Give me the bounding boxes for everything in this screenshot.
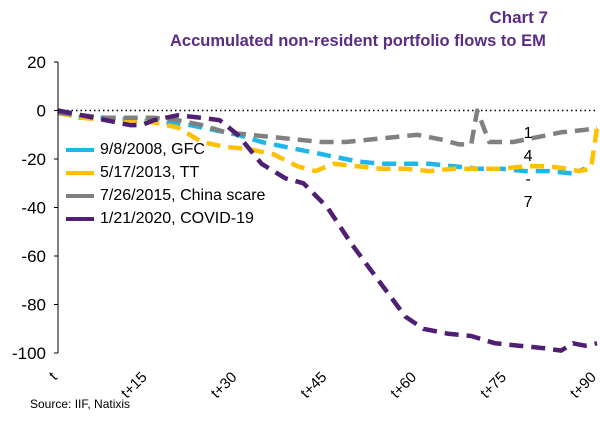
legend-label-china: 7/26/2015, China scare bbox=[100, 187, 266, 204]
chart-number: Chart 7 bbox=[489, 8, 548, 27]
y-tick-label: -80 bbox=[21, 296, 46, 315]
annotation-char: 4 bbox=[524, 148, 533, 165]
y-tick-label: -40 bbox=[21, 199, 46, 218]
annotation-char: 7 bbox=[524, 194, 533, 211]
source-note: Source: IIF, Natixis bbox=[30, 397, 131, 411]
x-tick-label: t+45 bbox=[297, 369, 330, 402]
x-tick-label: t+60 bbox=[387, 369, 420, 402]
legend-swatch-covid bbox=[66, 217, 94, 221]
y-tick-label: -20 bbox=[21, 150, 46, 169]
x-tick-label: t+75 bbox=[477, 369, 510, 402]
legend-swatch-tt bbox=[66, 171, 94, 175]
legend-item-covid: 1/21/2020, COVID-19 bbox=[66, 209, 266, 228]
legend: 9/8/2008, GFC 5/17/2013, TT 7/26/2015, C… bbox=[66, 140, 266, 232]
y-tick-label: 20 bbox=[27, 53, 46, 72]
series-line-covid bbox=[57, 108, 598, 353]
annotation-layer: 1 4 - 7 bbox=[524, 125, 533, 211]
legend-item-china: 7/26/2015, China scare bbox=[66, 186, 266, 205]
annotation-char: - bbox=[525, 171, 530, 188]
legend-item-gfc: 9/8/2008, GFC bbox=[66, 140, 266, 159]
y-tick-label: 0 bbox=[37, 102, 46, 121]
legend-label-covid: 1/21/2020, COVID-19 bbox=[100, 210, 254, 227]
legend-label-tt: 5/17/2013, TT bbox=[100, 164, 200, 181]
legend-item-tt: 5/17/2013, TT bbox=[66, 163, 266, 182]
chart-title: Accumulated non-resident portfolio flows… bbox=[170, 32, 546, 50]
legend-swatch-china bbox=[66, 194, 94, 198]
series-line-china bbox=[57, 108, 598, 147]
y-tick-label: -100 bbox=[12, 344, 46, 363]
series-layer bbox=[57, 108, 600, 353]
x-tick-label: t+90 bbox=[567, 369, 600, 402]
x-tick-label: t bbox=[46, 368, 62, 384]
annotation-char: 1 bbox=[524, 125, 533, 142]
x-tick-label: t+30 bbox=[208, 369, 241, 402]
legend-label-gfc: 9/8/2008, GFC bbox=[100, 141, 205, 158]
y-tick-label: -60 bbox=[21, 247, 46, 266]
legend-swatch-gfc bbox=[66, 148, 94, 152]
series-line-tt bbox=[57, 110, 600, 174]
